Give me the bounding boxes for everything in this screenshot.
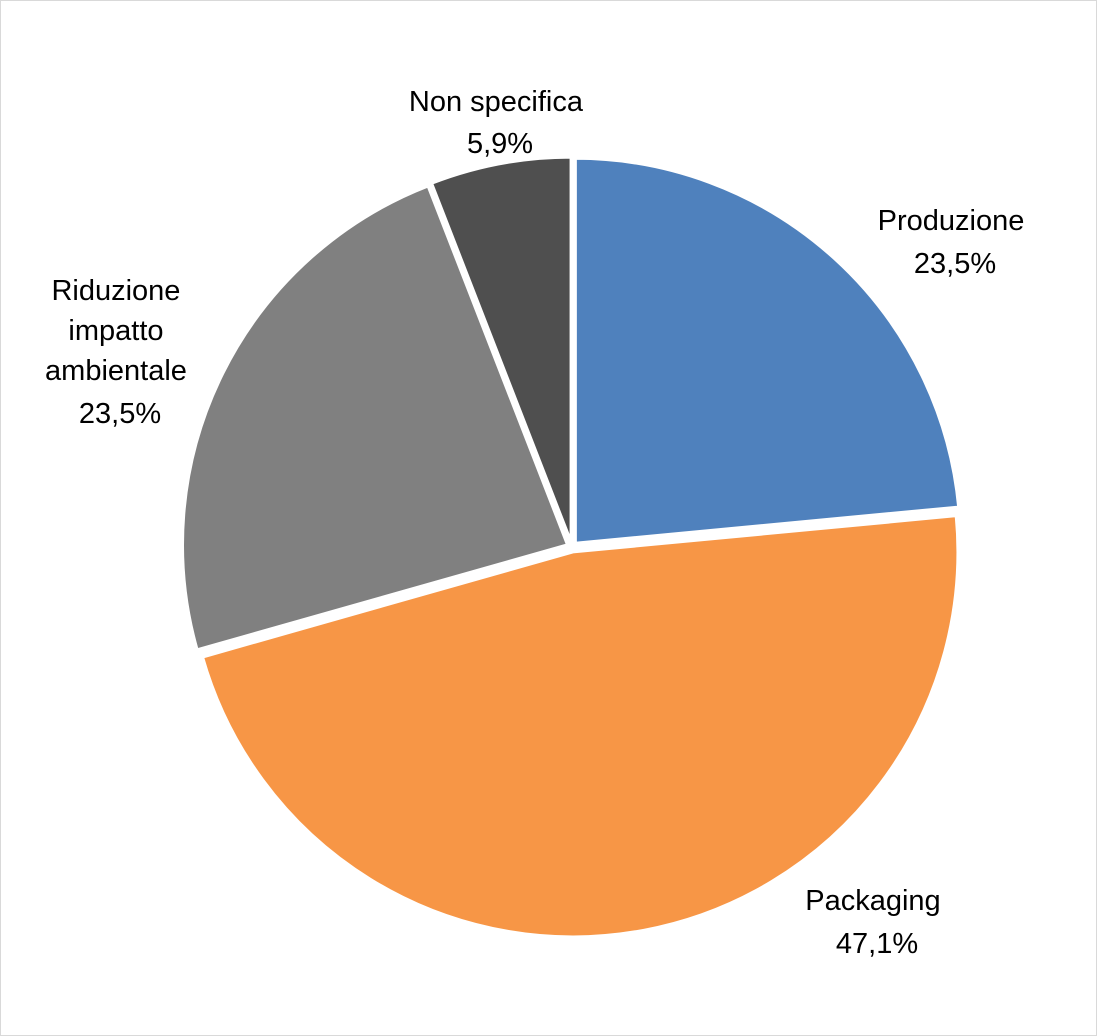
slice-name-line-2: impatto: [68, 315, 163, 347]
pie-slice-produzione: [573, 156, 961, 545]
pie-slice-riduzione-impatto-ambientale: [181, 183, 570, 652]
slice-percent-non-specifica: 5,9%: [467, 128, 533, 160]
slice-name-non-specifica: Non specifica: [409, 86, 584, 118]
slice-name-produzione: Produzione: [878, 205, 1025, 237]
pie-slice-packaging: [200, 514, 960, 939]
pie-slices: [181, 155, 961, 939]
slice-percent-packaging: 47,1%: [836, 928, 918, 960]
slice-label-non-specifica: Non specifica 5,9%: [409, 86, 591, 160]
slice-label-packaging: Packaging 47,1%: [805, 885, 949, 960]
slice-name-packaging: Packaging: [805, 885, 940, 917]
slice-name-line-3: ambientale: [45, 355, 187, 387]
slice-percent-produzione: 23,5%: [914, 248, 996, 280]
pie-slice-non-specifica: [429, 155, 573, 543]
slice-label-produzione: Produzione 23,5%: [878, 205, 1033, 280]
slice-percent-riduzione: 23,5%: [79, 398, 161, 430]
slice-name-line-1: Riduzione: [51, 275, 180, 307]
slice-label-riduzione-impatto-ambientale: Riduzione impatto ambientale 23,5%: [45, 275, 195, 430]
